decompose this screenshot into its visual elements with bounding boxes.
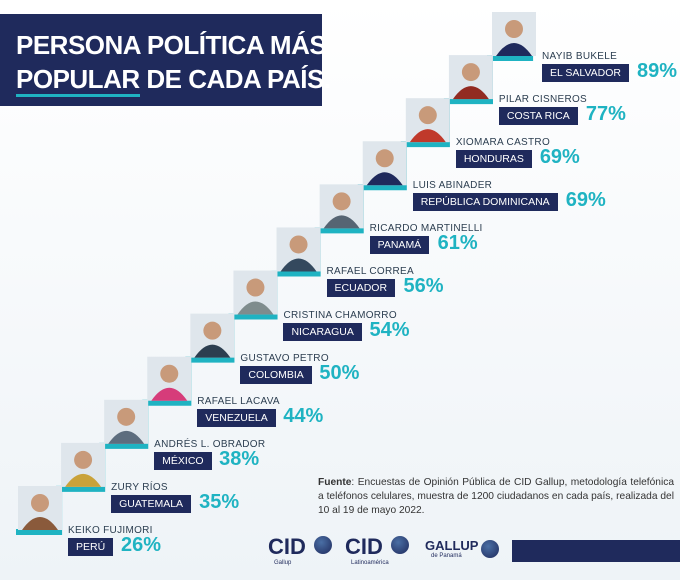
politician-photo (233, 270, 278, 315)
country-label: GUATEMALA (111, 494, 192, 513)
globe-icon (481, 540, 499, 558)
country-label: EL SALVADOR (542, 64, 629, 82)
logo-2: GALLUP (425, 538, 479, 553)
percent-value: 56% (403, 275, 444, 298)
globe-icon (314, 536, 332, 554)
title-banner: PERSONA POLÍTICA MÁS POPULAR DE CADA PAÍ… (0, 14, 331, 106)
politician-photo (492, 12, 536, 56)
title-line-2-rest: DE CADA PAÍS. (139, 64, 331, 94)
politician-name: GUSTAVO PETRO (240, 352, 329, 364)
logo-0: CID (268, 534, 306, 559)
globe-icon (391, 536, 409, 554)
logo-1: CID (345, 534, 383, 559)
country-label: COLOMBIA (240, 365, 312, 384)
politician-name: ZURY RÍOS (111, 481, 168, 493)
percent-value: 44% (283, 404, 324, 427)
percent-value: 54% (369, 318, 410, 341)
politician-name: NAYIB BUKELE (542, 51, 618, 62)
politician-photo (276, 227, 321, 272)
politician-photo (362, 141, 407, 186)
percent-value: 61% (437, 232, 478, 255)
logo-subtitle: de Panamá (431, 553, 462, 559)
country-label: ECUADOR (326, 279, 396, 298)
politician-name: ANDRÉS L. OBRADOR (154, 438, 266, 450)
source-label: Fuente (318, 477, 352, 488)
source-note: Fuente: Encuestas de Opinión Pública de … (318, 476, 674, 518)
source-text: : Encuestas de Opinión Pública de CID Ga… (318, 477, 674, 516)
politician-photo (190, 313, 235, 358)
footer-bar (512, 540, 680, 562)
politician-photo (448, 55, 493, 100)
title-line-2: POPULAR DE CADA PAÍS. (16, 64, 331, 97)
country-label: HONDURAS (455, 150, 532, 169)
percent-value: 89% (637, 60, 678, 82)
title-line-1: PERSONA POLÍTICA MÁS (16, 30, 327, 60)
country-label: PANAMÁ (369, 236, 430, 255)
percent-value: 69% (539, 146, 580, 169)
politician-name: LUIS ABINADER (412, 180, 493, 192)
country-label: REPÚBLICA DOMINICANA (412, 193, 558, 212)
politician-photo (147, 356, 192, 401)
politician-name: RICARDO MARTINELLI (369, 223, 483, 235)
politician-name: RAFAEL LACAVA (197, 395, 280, 407)
country-label: COSTA RICA (498, 107, 578, 126)
percent-value: 35% (199, 490, 240, 513)
percent-value: 50% (319, 361, 360, 384)
politician-name: XIOMARA CASTRO (455, 137, 551, 149)
percent-value: 77% (585, 103, 626, 126)
politician-photo (405, 98, 450, 143)
politician-photo (104, 399, 149, 444)
percent-value: 38% (219, 447, 260, 470)
title-underlined-word: POPULAR (16, 64, 140, 97)
percent-value: 26% (121, 534, 162, 556)
logo-subtitle: Latinoamérica (351, 560, 389, 566)
country-label: VENEZUELA (197, 408, 276, 427)
percent-value: 69% (565, 189, 606, 212)
politician-photo (61, 442, 106, 487)
politician-photo (18, 486, 62, 530)
country-label: NICARAGUA (283, 322, 362, 341)
country-label: MÉXICO (154, 451, 212, 470)
politician-name: KEIKO FUJIMORI (68, 525, 153, 536)
politician-name: RAFAEL CORREA (326, 266, 414, 278)
politician-photo (319, 184, 364, 229)
logo-subtitle: Gallup (274, 560, 292, 566)
country-label: PERÚ (68, 538, 114, 556)
politician-name: PILAR CISNEROS (498, 94, 588, 106)
politician-name: CRISTINA CHAMORRO (283, 309, 397, 321)
